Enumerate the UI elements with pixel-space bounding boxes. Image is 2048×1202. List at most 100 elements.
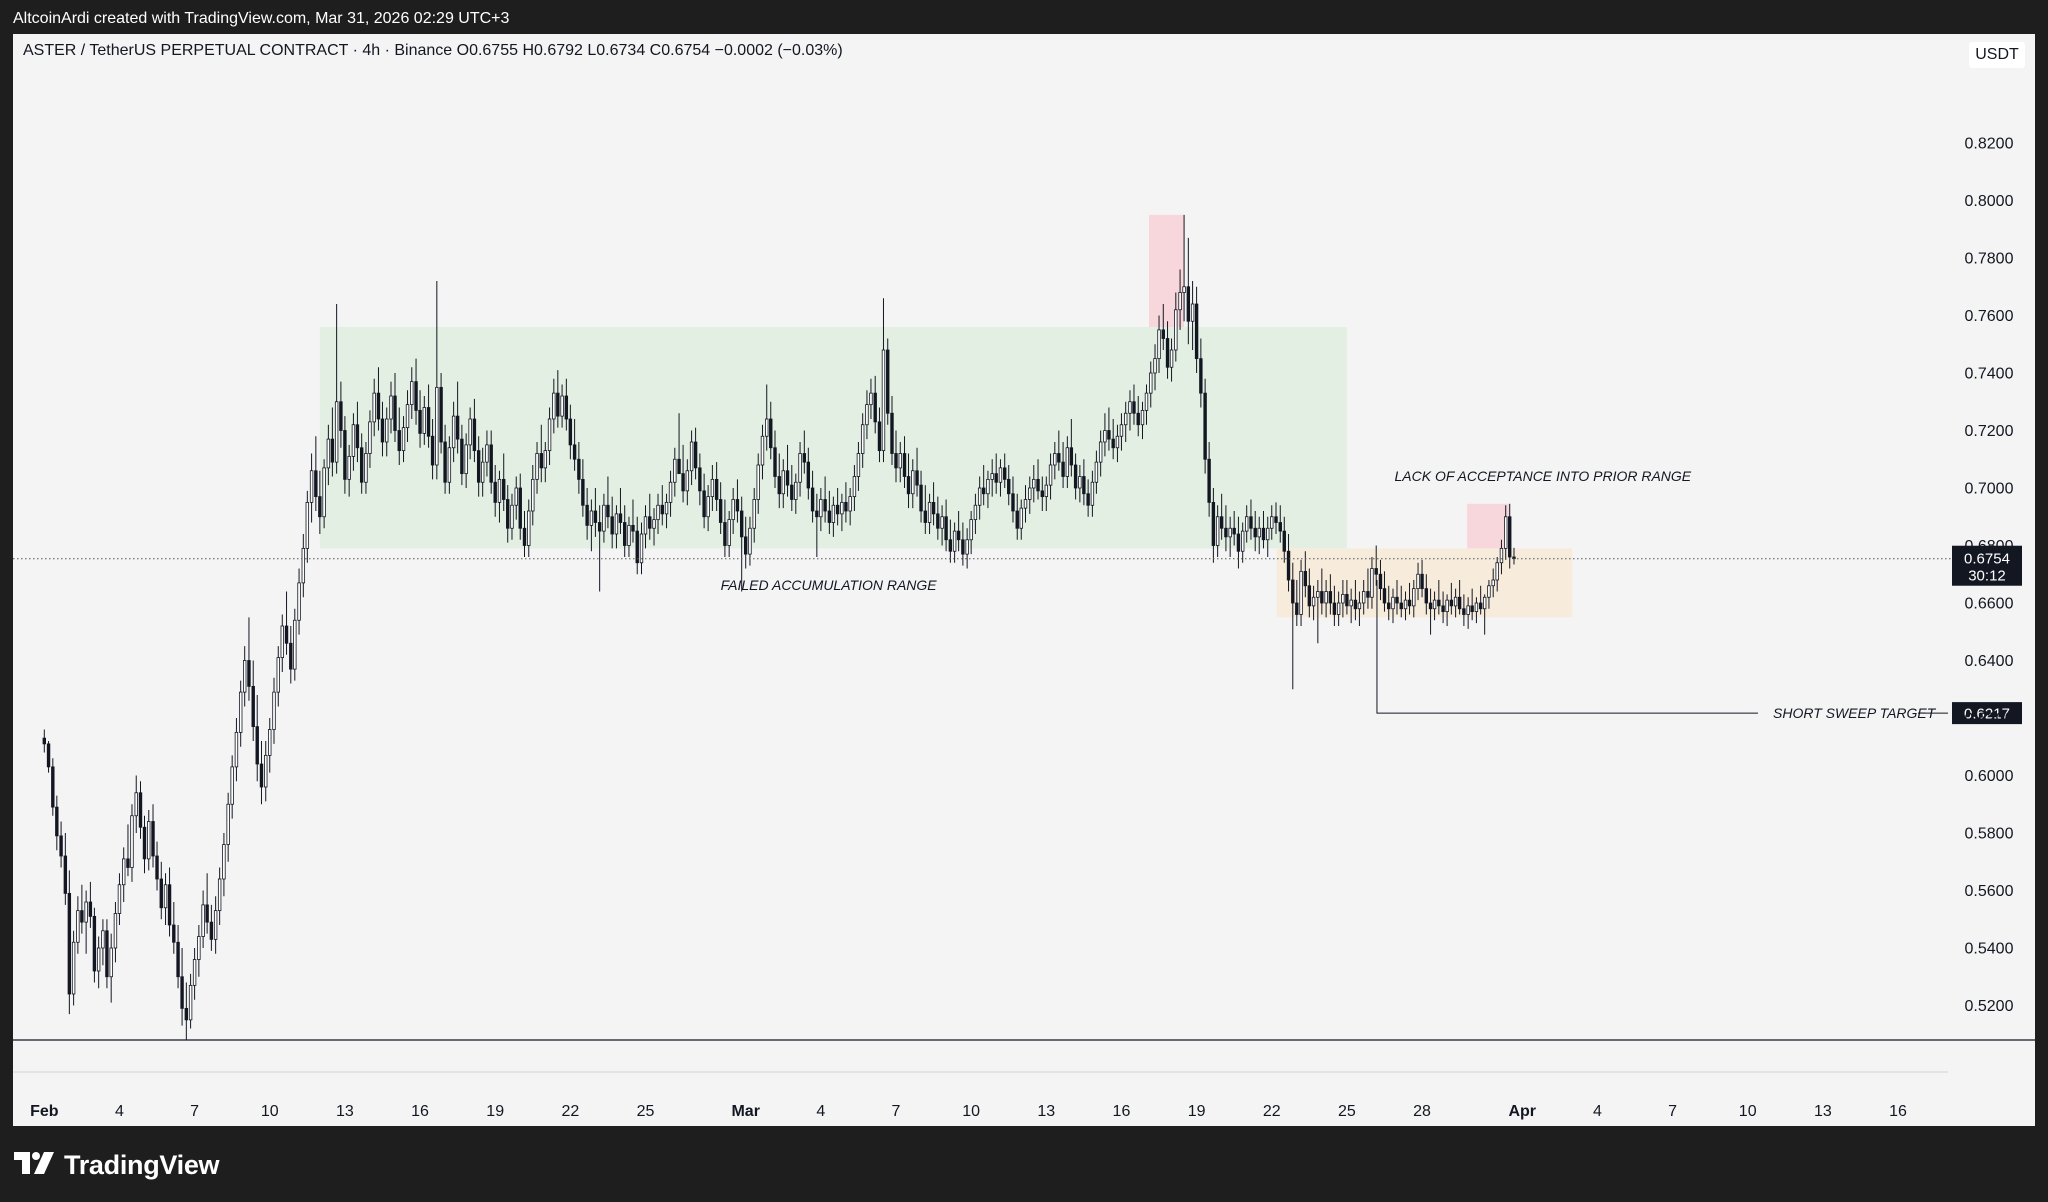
candle <box>756 453 760 514</box>
candle <box>1207 442 1211 517</box>
candle-body-down <box>59 835 63 857</box>
candle-body-up <box>1094 461 1099 483</box>
short-sweep-target-label: SHORT SWEEP TARGET <box>1773 705 1937 721</box>
candle <box>869 378 873 419</box>
candle <box>581 459 585 517</box>
candle <box>71 930 76 1006</box>
candle <box>827 490 832 534</box>
candle-body-down <box>994 473 998 483</box>
candle-body-down <box>610 516 614 535</box>
y-tick-label: 0.5200 <box>1965 998 2014 1015</box>
candle-body-up <box>748 527 752 555</box>
candle-body-down <box>67 892 72 995</box>
candle-body-up <box>1487 585 1491 598</box>
candle <box>886 338 890 425</box>
candle <box>376 367 381 431</box>
candle <box>956 511 961 552</box>
candle-body-up <box>552 392 556 420</box>
candle <box>798 442 802 497</box>
candle-body-up <box>1157 329 1161 360</box>
candle-body-up <box>422 407 427 434</box>
candle <box>752 488 756 543</box>
candle <box>593 488 598 537</box>
candle-body-down <box>698 467 702 492</box>
candle-body-down <box>1424 588 1429 604</box>
short-sweep-target-line[interactable] <box>1376 580 1758 714</box>
candle <box>372 378 376 437</box>
x-tick-label: 4 <box>816 1103 825 1120</box>
attribution-text: AltcoinArdi created with TradingView.com… <box>13 10 510 27</box>
candle-body-up <box>1044 484 1048 498</box>
x-tick-label: 13 <box>1037 1103 1055 1120</box>
candle <box>1086 479 1090 517</box>
zone-rejection-wick-1[interactable] <box>1149 214 1185 327</box>
candle <box>451 401 456 463</box>
candle-body-down <box>623 522 627 546</box>
tradingview-logo[interactable]: TradingView <box>14 1150 220 1180</box>
candlestick-chart[interactable]: SHORT SWEEP TARGET 0.6217 FAILED ACCUMULAT… <box>13 34 2035 1126</box>
candle-body-down <box>593 510 598 523</box>
candle-body-up <box>1065 447 1070 477</box>
candle <box>96 936 101 989</box>
candle-body-down <box>289 642 293 670</box>
candle-body-up <box>1416 573 1420 590</box>
candle <box>502 453 506 511</box>
currency-button[interactable]: USDT <box>1969 42 2025 68</box>
candle <box>418 390 422 448</box>
candle-body-up <box>1491 579 1495 587</box>
candle-body-down <box>1332 602 1337 615</box>
candle <box>681 444 685 503</box>
candle <box>410 367 414 419</box>
candle-body-up <box>535 453 539 480</box>
candle <box>748 516 752 566</box>
candle-body-down <box>1470 605 1474 613</box>
candle-body-up <box>986 478 990 495</box>
candle-body-up <box>242 660 247 693</box>
candle-body-up <box>1341 593 1345 604</box>
candle <box>1094 450 1099 494</box>
candle-body-up <box>1090 481 1095 506</box>
candle <box>293 608 297 681</box>
candle <box>1023 485 1028 523</box>
candle-body-up <box>76 910 80 943</box>
candle-body-down <box>1382 588 1387 604</box>
candle-body-up <box>1190 303 1195 322</box>
candle <box>1044 476 1048 511</box>
candle <box>906 453 911 509</box>
candle-body-up <box>113 913 118 949</box>
candle <box>781 459 785 509</box>
candle <box>443 424 447 494</box>
candle-body-down <box>414 381 418 411</box>
candle <box>401 416 406 463</box>
candle-body-down <box>1069 447 1074 466</box>
candle <box>435 281 439 480</box>
candle <box>1028 476 1032 514</box>
candle <box>201 890 205 948</box>
y-tick-label: 0.7200 <box>1965 423 2014 440</box>
candle-body-up <box>1299 570 1303 615</box>
zone-rejection-wick-2[interactable] <box>1467 503 1510 549</box>
candle <box>284 591 289 655</box>
symbol-ohlc-line[interactable]: ASTER / TetherUS PERPETUAL CONTRACT · 4h… <box>23 42 843 59</box>
candle-body-up <box>297 582 301 621</box>
candle <box>677 413 681 475</box>
candle-body-up <box>1432 599 1437 610</box>
candle-body-down <box>105 930 109 978</box>
candle-body-up <box>760 435 765 466</box>
candle <box>668 470 673 517</box>
grid-layer <box>13 1039 2035 1073</box>
candle-body-up <box>614 513 619 535</box>
candle <box>322 459 326 529</box>
candle-body-down <box>502 478 506 500</box>
candle-body-down <box>430 435 435 466</box>
candle <box>1266 516 1270 557</box>
candle-body-up <box>213 910 218 940</box>
candle <box>1462 594 1466 626</box>
candle-body-down <box>873 392 877 423</box>
x-tick-label: 13 <box>336 1103 354 1120</box>
candle-body-down <box>1199 358 1203 394</box>
candle-body-down <box>739 510 744 538</box>
candle <box>802 430 807 474</box>
candle <box>1090 470 1095 517</box>
candle-body-up <box>1149 372 1153 394</box>
